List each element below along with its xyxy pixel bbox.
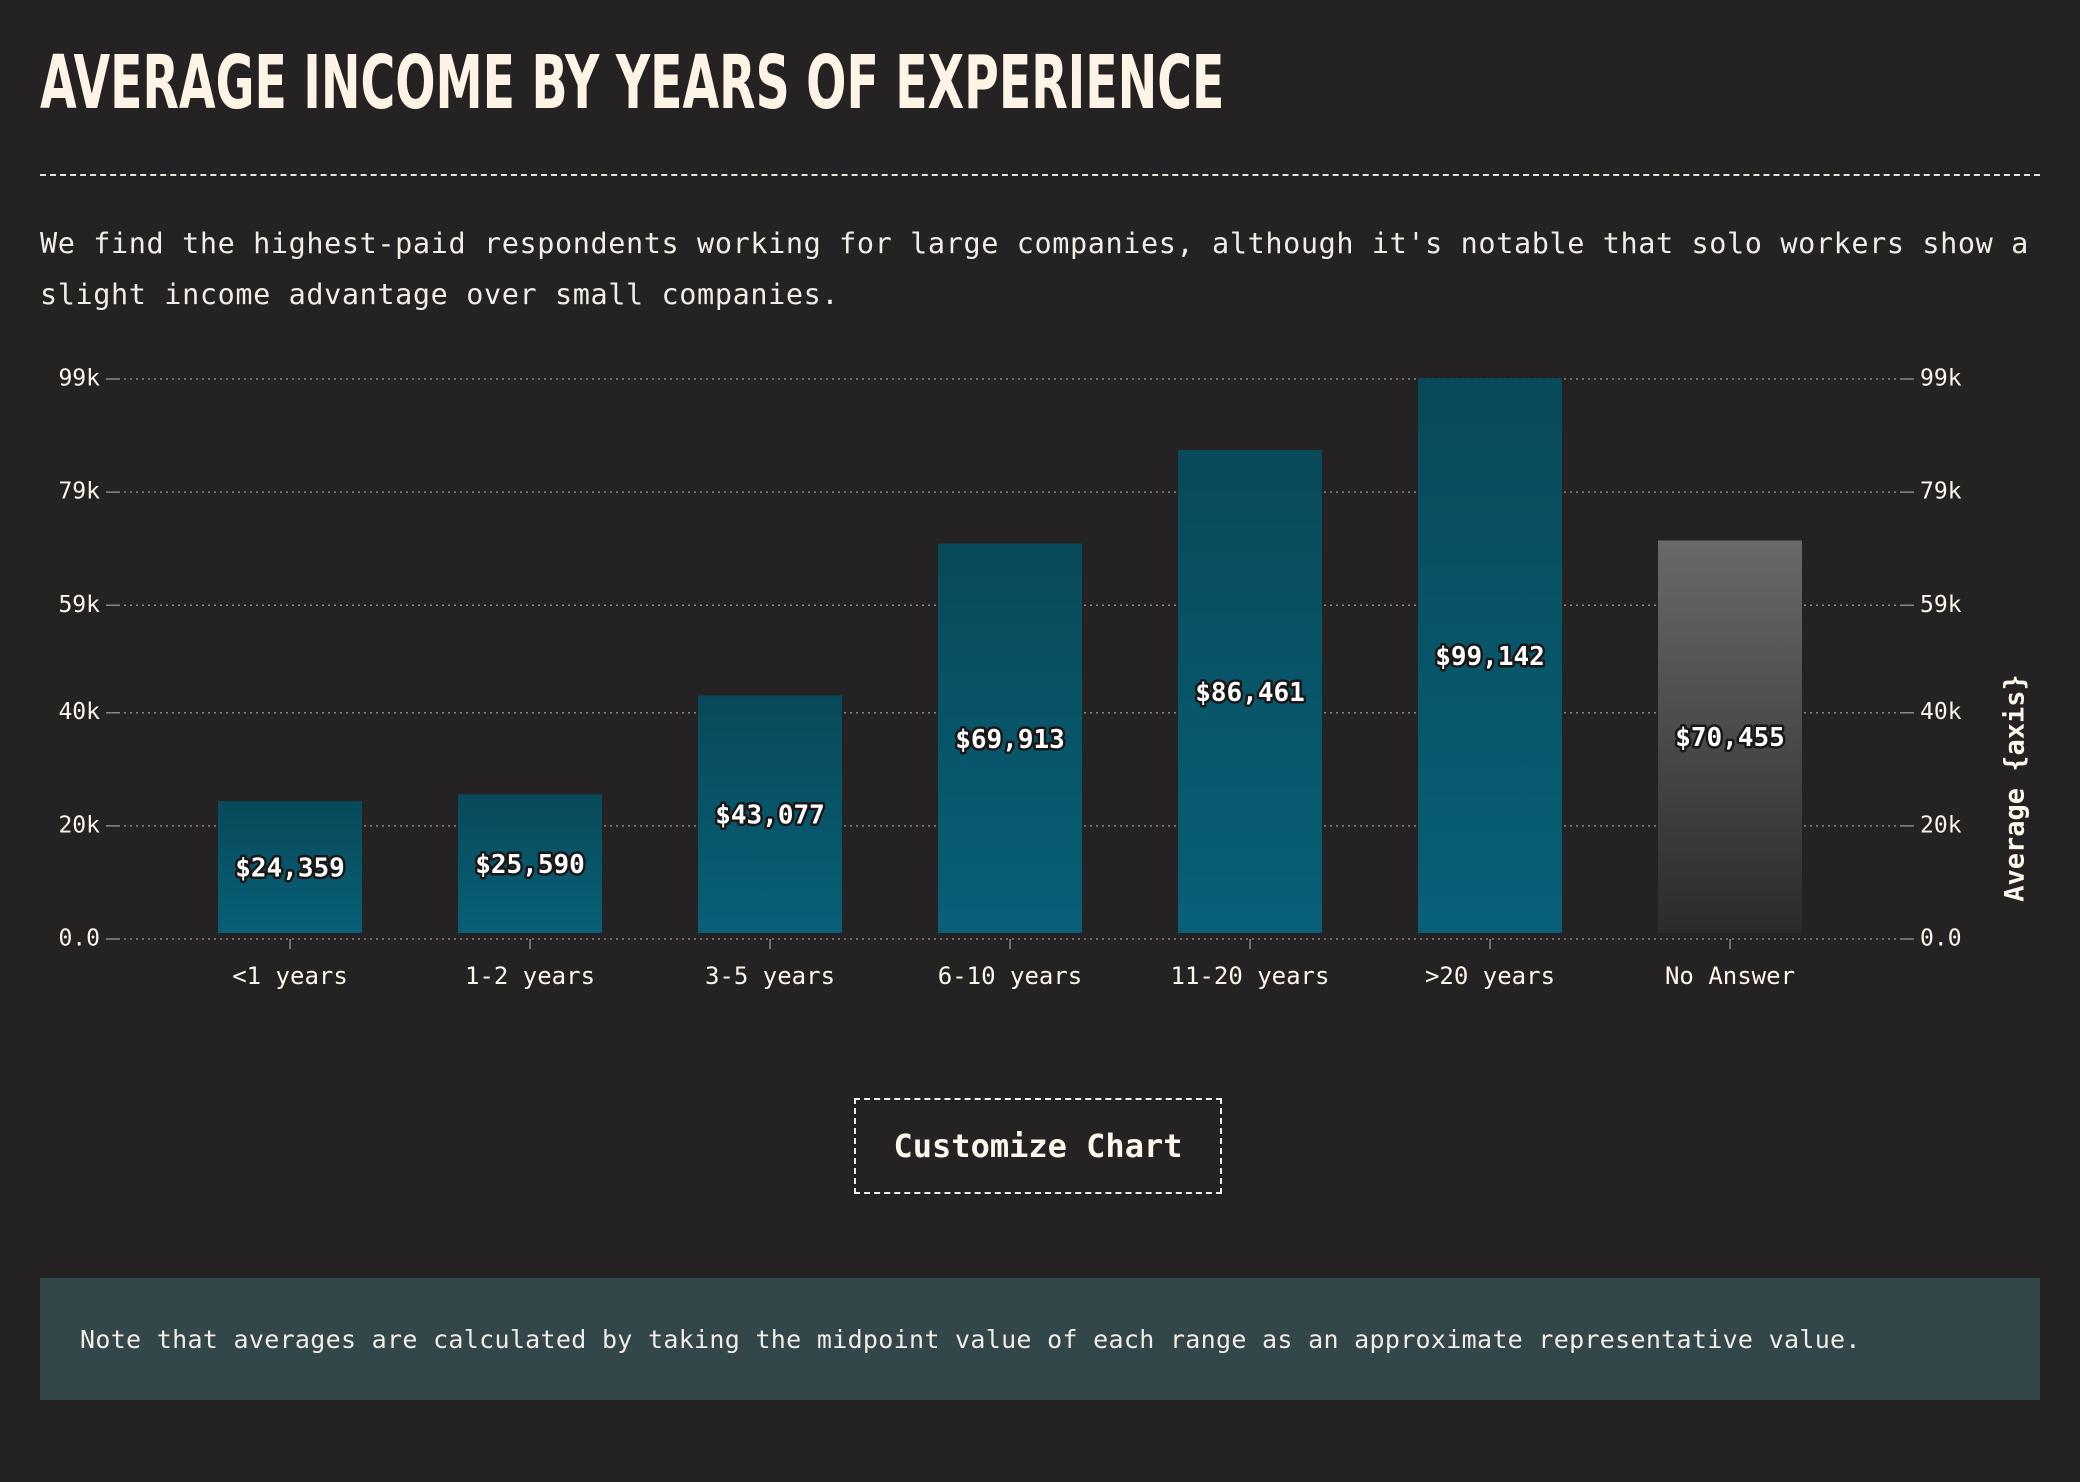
note-box: Note that averages are calculated by tak…: [40, 1278, 2040, 1400]
bar[interactable]: [1418, 378, 1562, 933]
y-tick-label-right: 79k: [1920, 479, 1962, 505]
grid-layer: [106, 378, 1914, 949]
bar[interactable]: [938, 543, 1082, 933]
data-label: $25,590: [475, 850, 585, 880]
customize-chart-button[interactable]: Customize Chart: [854, 1098, 1222, 1194]
x-tick-label: 11-20 years: [1171, 962, 1330, 990]
y-tick-label-right: 0.0: [1920, 926, 1962, 952]
title-divider: [40, 174, 2040, 176]
y-tick-label-left: 0.0: [58, 926, 100, 952]
y-tick-label-left: 59k: [58, 592, 100, 618]
x-tick-label: No Answer: [1665, 962, 1795, 990]
y-tick-label-left: 79k: [58, 479, 100, 505]
note-text: Note that averages are calculated by tak…: [80, 1324, 1861, 1354]
income-bar-chart: 0.0 0.0 20k 20k 40k 40k 59k 59k 79k 79k 99k 99k <1 y…: [0, 340, 2080, 1020]
page-title: AVERAGE INCOME BY YEARS OF EXPERIENCE: [40, 40, 1225, 126]
x-tick-label: 6-10 years: [938, 962, 1083, 990]
y-tick-label-right: 40k: [1920, 699, 1962, 725]
bar[interactable]: [458, 794, 602, 933]
y-tick-label-right: 59k: [1920, 592, 1962, 618]
y-tick-label-left: 40k: [58, 699, 100, 725]
x-tick-label: <1 years: [232, 962, 348, 990]
x-tick-label: 3-5 years: [705, 962, 835, 990]
x-tick-label: >20 years: [1425, 962, 1555, 990]
bar[interactable]: [218, 801, 362, 933]
data-label: $43,077: [715, 801, 825, 831]
y-tick-label-left: 20k: [58, 812, 100, 838]
chart-description: We find the highest-paid respondents wor…: [40, 227, 2029, 311]
data-label: $99,142: [1435, 642, 1545, 672]
bar-layer: [218, 378, 1802, 933]
y-tick-label-right: 20k: [1920, 812, 1962, 838]
data-label: $69,913: [955, 725, 1065, 755]
y-axis-title: Average {axis}: [2000, 674, 2031, 902]
y-tick-label-left: 99k: [58, 366, 100, 392]
data-label: $70,455: [1675, 723, 1785, 753]
bar[interactable]: [1178, 449, 1322, 933]
data-label: $86,461: [1195, 678, 1305, 708]
bar[interactable]: [1658, 540, 1802, 933]
x-tick-label: 1-2 years: [465, 962, 595, 990]
chart-svg: 0.0 0.0 20k 20k 40k 40k 59k 59k 79k 79k 99k 99k <1 y…: [58, 366, 2031, 991]
bar[interactable]: [698, 695, 842, 933]
label-layer: 0.0 0.0 20k 20k 40k 40k 59k 59k 79k 79k 99k 99k <1 y…: [58, 366, 1961, 991]
y-tick-label-right: 99k: [1920, 366, 1962, 392]
data-label: $24,359: [235, 854, 345, 884]
